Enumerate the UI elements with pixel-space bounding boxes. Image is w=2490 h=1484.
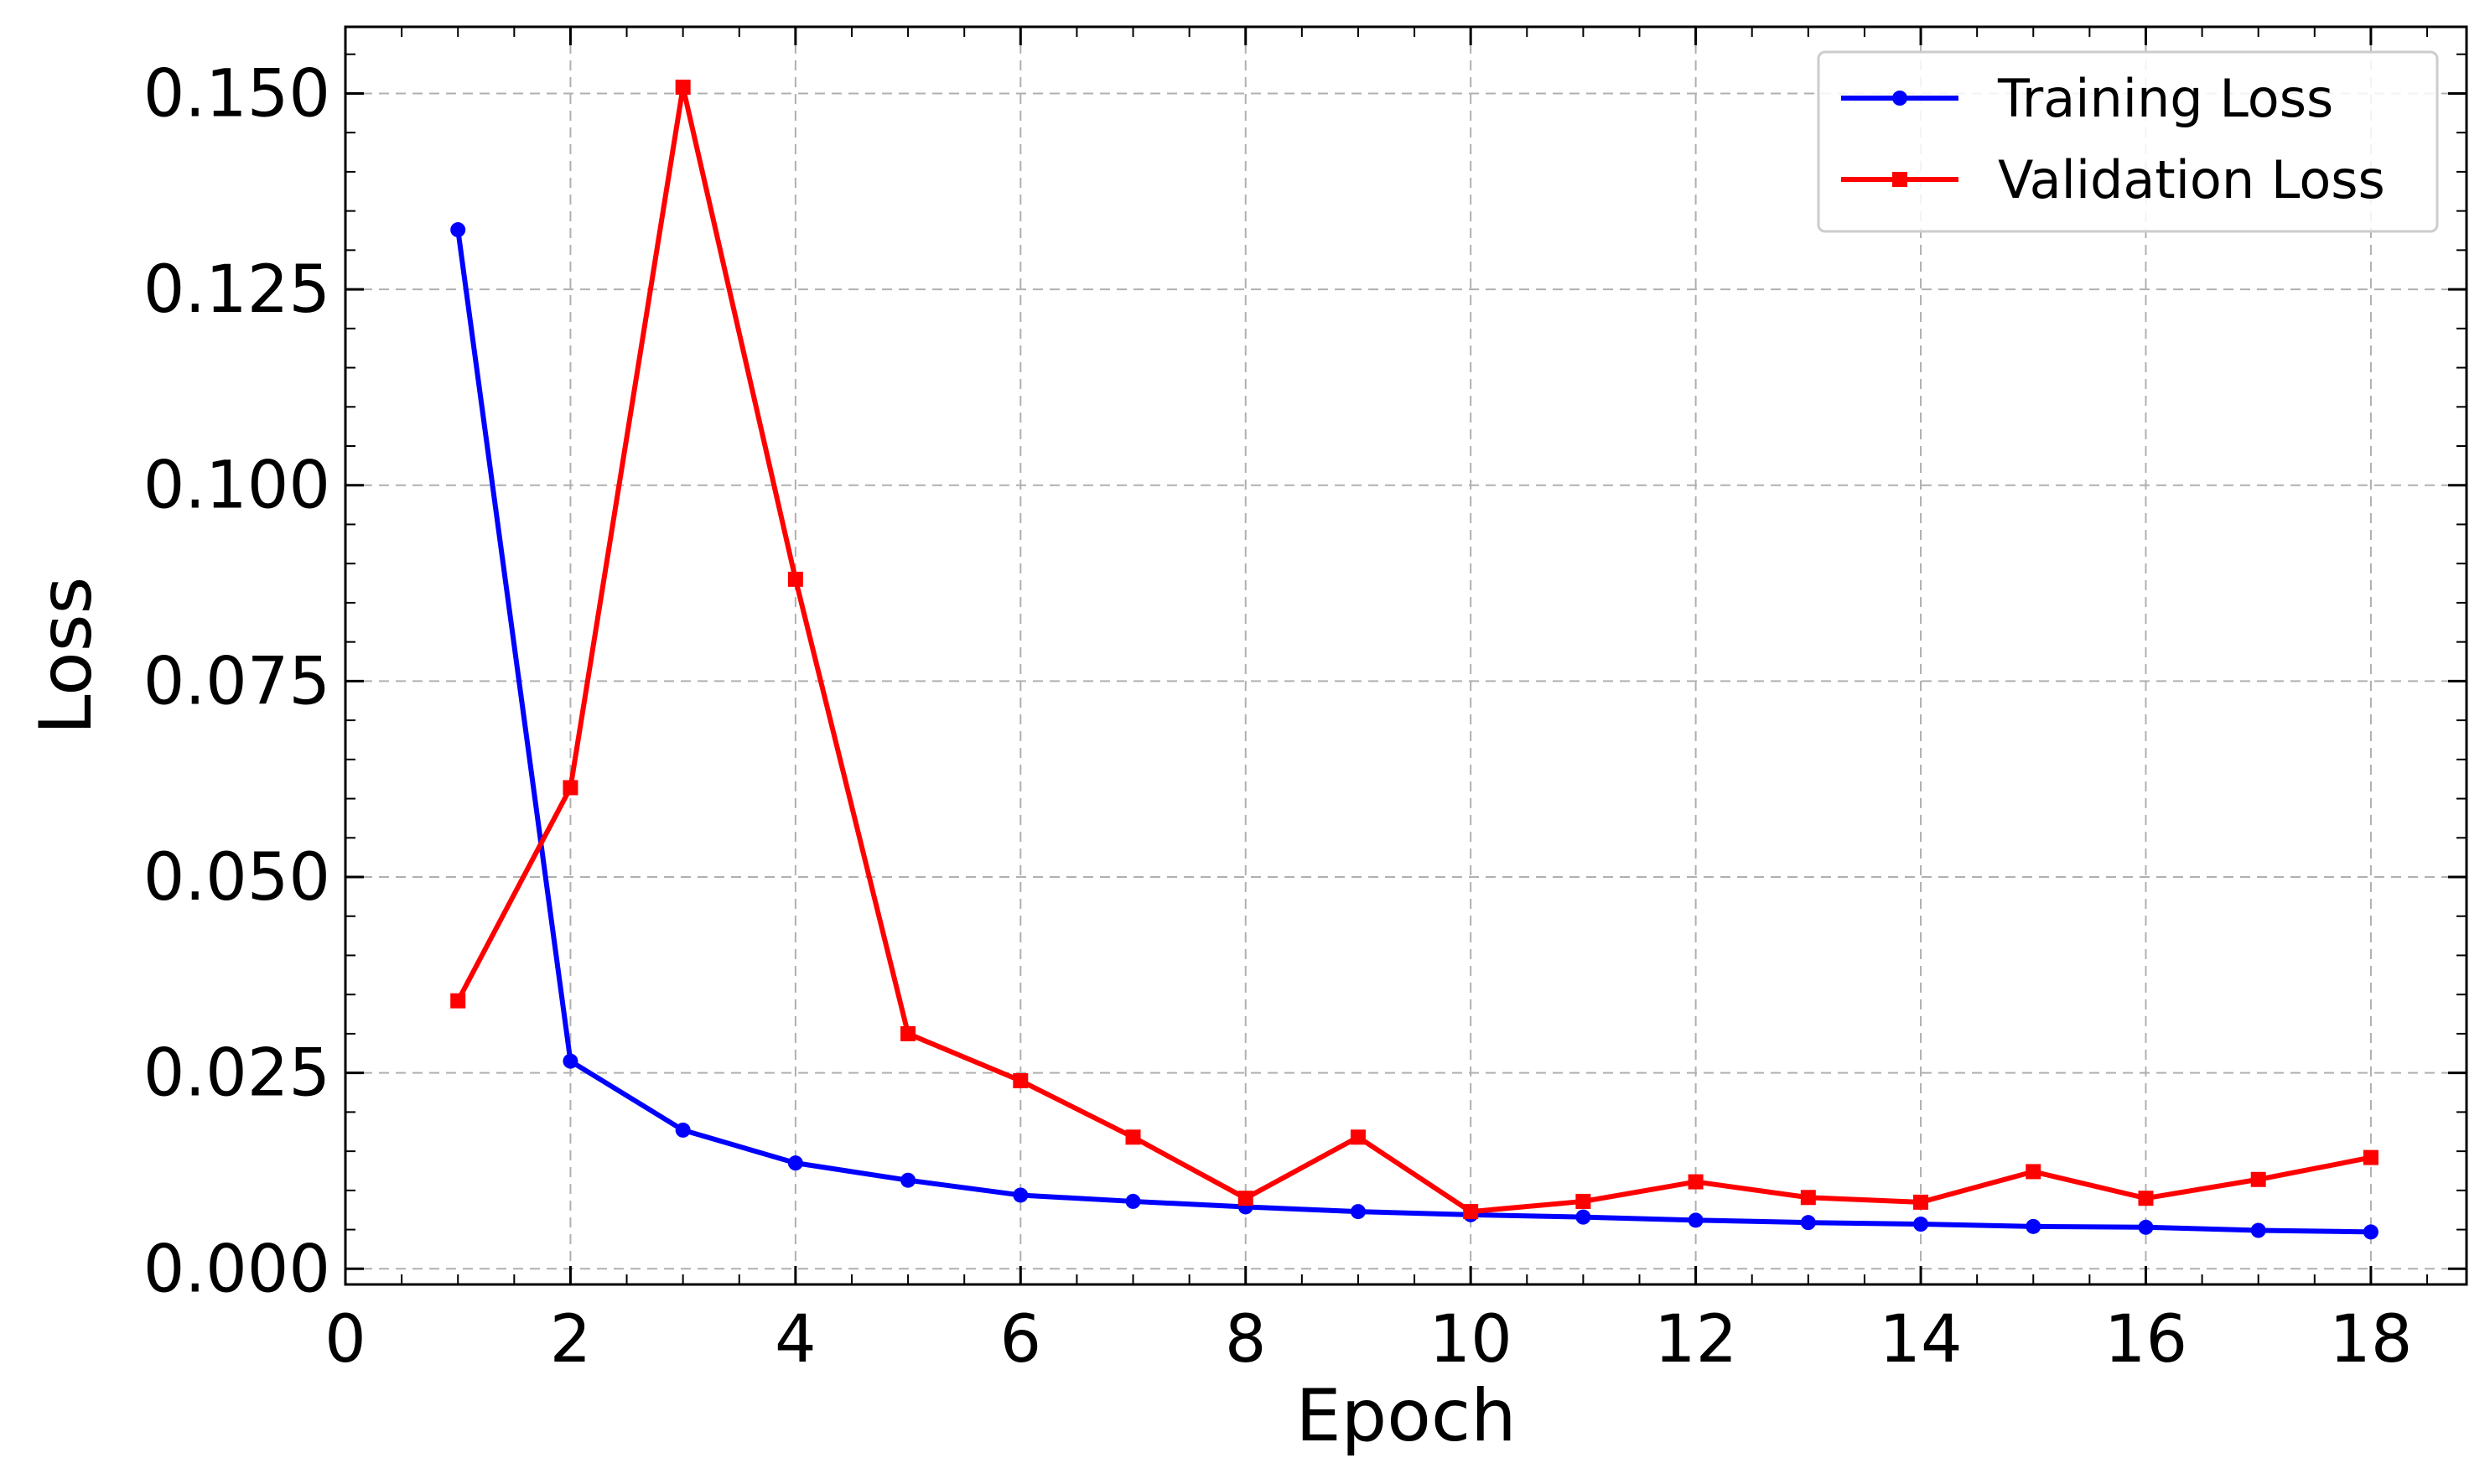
plot-frame	[344, 25, 2468, 1286]
x-tick-label: 14	[1879, 1302, 1962, 1378]
y-tick-label: 0.125	[143, 252, 330, 328]
training-loss-point	[1688, 1212, 1704, 1228]
validation-loss-point	[563, 780, 578, 796]
validation-loss-point	[1463, 1204, 1479, 1220]
validation-loss-point	[2250, 1171, 2266, 1187]
x-tick-label: 12	[1654, 1302, 1737, 1378]
validation-loss-point	[1913, 1194, 1929, 1210]
training-loss-point	[563, 1053, 578, 1069]
training-loss-point	[1350, 1204, 1366, 1220]
validation-loss-point	[1800, 1190, 1816, 1206]
validation-loss-point	[450, 993, 466, 1009]
y-tick-label: 0.050	[143, 840, 330, 916]
validation-loss-point	[2363, 1149, 2378, 1165]
legend-box	[1817, 50, 2439, 233]
x-axis-label: Epoch	[1295, 1374, 1516, 1458]
legend-label-validation: Validation Loss	[1998, 149, 2385, 210]
x-tick-labels: 0 2 4 6 8 10 12 14 16 18	[324, 1302, 2412, 1378]
training-loss-point	[2138, 1219, 2154, 1235]
validation-loss-point	[1350, 1129, 1366, 1145]
y-tick-label: 0.150	[143, 56, 330, 132]
y-tick-label: 0.100	[143, 449, 330, 524]
validation-loss-point	[2138, 1191, 2154, 1206]
training-loss-point	[900, 1172, 916, 1188]
training-loss-point	[1913, 1217, 1929, 1232]
training-loss-point	[1013, 1187, 1029, 1203]
x-tick-label: 10	[1429, 1302, 1512, 1378]
training-loss-point	[1575, 1209, 1591, 1225]
legend-marker-validation	[1892, 172, 1907, 187]
validation-loss-point	[2026, 1164, 2041, 1180]
y-tick-label: 0.025	[143, 1036, 330, 1112]
minor-ticks	[345, 27, 2467, 1284]
training-loss-point	[1125, 1193, 1141, 1209]
legend-marker-training	[1892, 91, 1907, 106]
training-loss-point	[787, 1155, 803, 1171]
validation-loss-point	[787, 571, 803, 587]
validation-loss-point	[1688, 1174, 1704, 1190]
training-loss-line	[455, 229, 2371, 1235]
y-tick-label: 0.000	[143, 1232, 330, 1307]
training-loss-point	[2363, 1224, 2378, 1240]
major-ticks	[344, 27, 2467, 1284]
x-tick-label: 16	[2104, 1302, 2187, 1378]
validation-loss-point	[1125, 1129, 1141, 1145]
y-tick-label: 0.075	[143, 644, 330, 719]
grid	[345, 27, 2467, 1284]
validation-loss-line	[455, 84, 2372, 1215]
series-layer	[450, 79, 2378, 1240]
y-tick-labels: 0.000 0.025 0.050 0.075 0.100 0.125 0.150	[143, 56, 330, 1307]
x-tick-label: 8	[1225, 1302, 1267, 1378]
validation-loss-point	[675, 79, 691, 95]
validation-loss-point	[1575, 1193, 1591, 1209]
y-axis-label: Loss	[24, 577, 108, 735]
validation-loss-point	[1237, 1191, 1253, 1206]
x-tick-label: 18	[2329, 1302, 2412, 1378]
legend: Training Loss Validation Loss	[1817, 50, 2439, 233]
training-loss-point	[675, 1122, 691, 1138]
x-tick-label: 6	[999, 1302, 1041, 1378]
training-loss-point	[2250, 1222, 2266, 1238]
x-tick-label: 4	[775, 1302, 817, 1378]
training-loss-point	[1800, 1215, 1816, 1231]
legend-label-training: Training Loss	[1997, 68, 2333, 129]
x-tick-label: 2	[550, 1302, 592, 1378]
training-loss-point	[450, 222, 466, 238]
validation-loss-point	[1013, 1073, 1029, 1089]
training-loss-point	[2026, 1218, 2041, 1234]
x-tick-label: 0	[324, 1302, 366, 1378]
validation-loss-point	[900, 1025, 916, 1041]
